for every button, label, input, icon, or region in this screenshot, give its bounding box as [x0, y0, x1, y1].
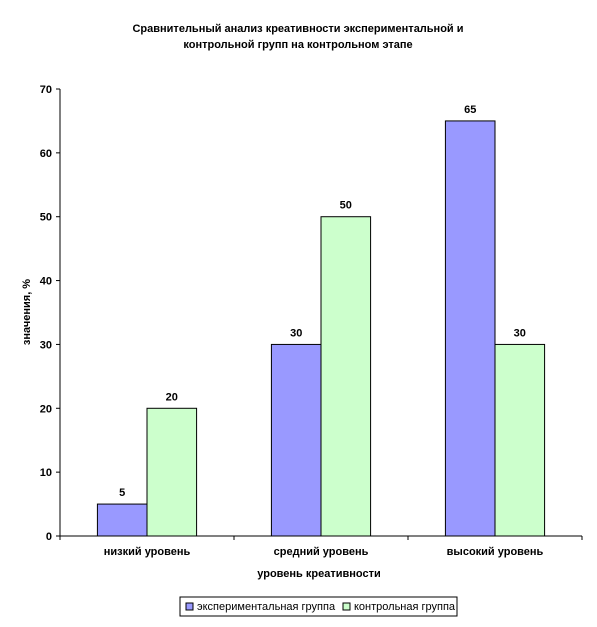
data-label: 50	[340, 200, 352, 212]
bar	[270, 343, 322, 537]
y-tick-label: 20	[40, 403, 52, 415]
y-tick-label: 30	[40, 339, 52, 351]
x-tick-label: низкий уровень	[104, 546, 191, 558]
y-tick-label: 60	[40, 148, 52, 160]
x-tick-label: высокий уровень	[447, 546, 544, 558]
bar	[96, 503, 148, 537]
data-label: 20	[166, 391, 178, 403]
x-axis-title: уровень креативности	[257, 568, 380, 580]
bar	[320, 216, 372, 537]
y-tick-label: 40	[40, 276, 52, 288]
legend-box	[179, 596, 458, 617]
legend-swatch-experimental	[185, 602, 194, 611]
y-tick-label: 50	[40, 212, 52, 224]
bar	[494, 343, 546, 537]
plot-area: 0 10 20 30 40 50 60 70 низкий уровень средний уро…	[40, 84, 583, 558]
bar	[444, 120, 496, 537]
y-axis-title: значения, %	[21, 279, 33, 345]
chart-title-line-1: Сравнительный анализ креативности экспер…	[132, 23, 463, 35]
legend-label-experimental: экспериментальная группа	[197, 601, 336, 613]
y-tick-label: 70	[40, 84, 52, 96]
bar	[146, 407, 198, 537]
data-label: 65	[464, 104, 476, 116]
chart-title-line-2: контрольной групп на контрольном этапе	[183, 39, 412, 51]
data-label: 30	[514, 327, 526, 339]
y-tick-label: 10	[40, 467, 52, 479]
x-tick-label: средний уровень	[274, 546, 369, 558]
legend: экспериментальная группа контрольная гру…	[179, 596, 458, 617]
legend-label-control: контрольная группа	[354, 601, 456, 613]
data-label: 5	[119, 487, 125, 499]
y-tick-label: 0	[46, 531, 52, 543]
legend-swatch-control	[342, 602, 351, 611]
data-label: 30	[290, 327, 302, 339]
